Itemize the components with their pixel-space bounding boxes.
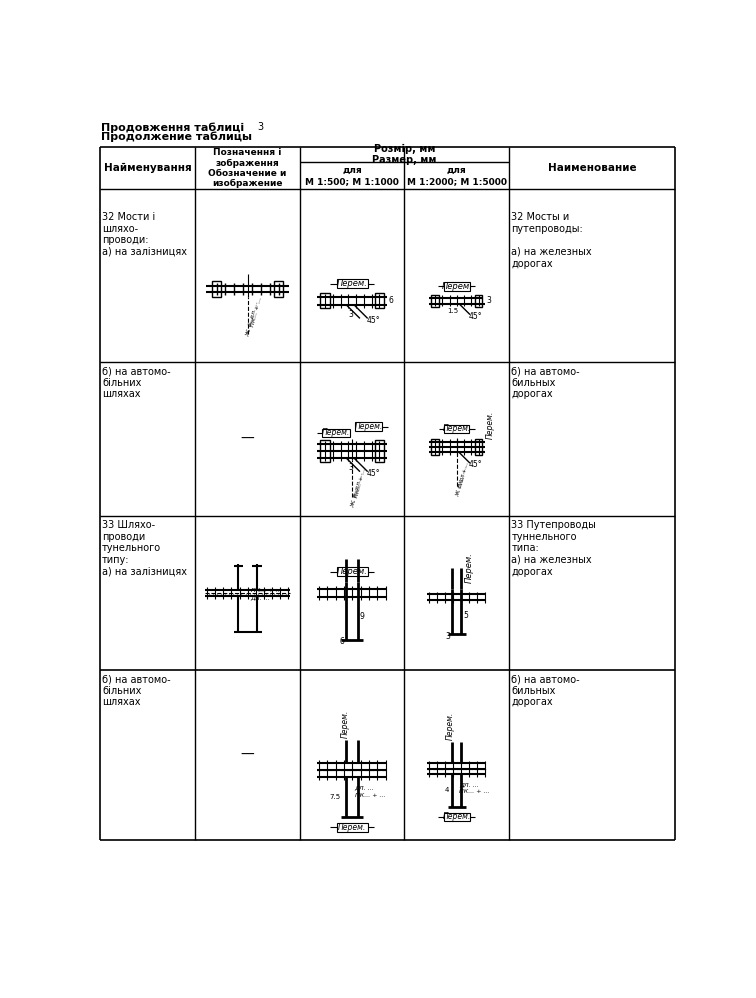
Bar: [336, 822, 367, 832]
Text: б: б: [339, 638, 345, 647]
Bar: [336, 567, 367, 577]
Bar: [336, 279, 367, 288]
Text: 3: 3: [446, 632, 451, 641]
Text: ПК... + ...: ПК... + ...: [458, 461, 470, 488]
Text: Ж. б. дл. ...: Ж. б. дл. ...: [245, 300, 259, 337]
Bar: [355, 422, 383, 431]
Text: ПК... + ...: ПК... + ...: [250, 296, 262, 327]
Text: ДЛ. ...: ДЛ. ...: [459, 781, 479, 786]
Text: Перем.: Перем.: [443, 424, 471, 433]
Text: ПК... + ...: ПК... + ...: [355, 793, 385, 798]
Text: 45°: 45°: [469, 460, 482, 469]
Text: Перем.: Перем.: [336, 567, 367, 576]
Text: ПК... + ...: ПК... + ...: [459, 789, 490, 794]
Text: —: —: [240, 748, 255, 762]
Bar: [444, 282, 470, 290]
Text: 33 Путепроводы
туннельного
типа:
а) на железных
дорогах: 33 Путепроводы туннельного типа: а) на ж…: [512, 520, 596, 577]
Text: 3: 3: [257, 123, 263, 133]
Bar: [375, 293, 384, 308]
Text: Наименование: Наименование: [548, 164, 637, 174]
Text: 5: 5: [463, 611, 468, 620]
Text: 7.5: 7.5: [330, 794, 340, 800]
Text: б) на автомо-
більних
шляхах: б) на автомо- більних шляхах: [102, 366, 171, 399]
Text: Перем.: Перем.: [465, 553, 473, 583]
Text: Найменування: Найменування: [104, 164, 191, 174]
Text: Перем.: Перем.: [443, 812, 471, 821]
Bar: [431, 438, 439, 455]
Text: ПК... + ...: ПК... + ...: [251, 589, 281, 594]
Text: ДЛ. ...: ДЛ. ...: [355, 784, 374, 789]
Bar: [375, 440, 384, 462]
Bar: [212, 281, 222, 296]
Text: Перем.: Перем.: [446, 713, 455, 741]
Text: 45°: 45°: [366, 469, 380, 478]
Bar: [321, 293, 330, 308]
Text: Ж. б. дл. ...: Ж. б. дл. ...: [454, 465, 468, 497]
Text: 32 Мосты и
путепроводы:

а) на железных
дорогах: 32 Мосты и путепроводы: а) на железных д…: [512, 213, 592, 268]
Text: ДЛ. ...: ДЛ. ...: [251, 595, 271, 600]
Text: Перем.: Перем.: [442, 282, 472, 291]
Text: б) на автомо-
бильных
дорогах: б) на автомо- бильных дорогах: [512, 366, 580, 399]
Text: 33 Шляхо-
проводи
тунельного
типу:
а) на залізницях: 33 Шляхо- проводи тунельного типу: а) на…: [102, 520, 187, 577]
Text: Позначення і
зображення
Обозначение и
изображение: Позначення і зображення Обозначение и из…: [209, 148, 287, 189]
Text: Перем.: Перем.: [355, 422, 383, 431]
Bar: [475, 294, 482, 306]
Text: Перем.: Перем.: [340, 710, 349, 739]
Text: 1.5: 1.5: [448, 307, 458, 313]
Text: Продолжение таблицы: Продолжение таблицы: [101, 132, 253, 142]
Text: Перем.: Перем.: [338, 823, 367, 832]
Text: Розмір, мм
Размер, мм: Розмір, мм Размер, мм: [372, 144, 437, 166]
Text: 45°: 45°: [366, 316, 380, 325]
Text: б) на автомо-
більних
шляхах: б) на автомо- більних шляхах: [102, 675, 171, 708]
Bar: [322, 428, 350, 437]
Bar: [475, 438, 482, 455]
Text: —: —: [240, 432, 255, 446]
Bar: [431, 294, 439, 306]
Text: 32 Мости і
шляхо-
проводи:
а) на залізницях: 32 Мости і шляхо- проводи: а) на залізни…: [102, 213, 187, 256]
Bar: [321, 440, 330, 462]
Text: 3: 3: [348, 310, 353, 319]
Text: для
М 1:500; М 1:1000: для М 1:500; М 1:1000: [305, 167, 399, 186]
Text: Ж. б. дл. ...: Ж. б. дл. ...: [350, 471, 364, 508]
Text: 9: 9: [360, 612, 365, 621]
Text: Продовження таблиці: Продовження таблиці: [101, 122, 245, 133]
Text: Перем.: Перем.: [486, 411, 495, 439]
Bar: [444, 812, 470, 821]
Text: 6: 6: [389, 296, 393, 305]
Text: 4: 4: [445, 787, 449, 793]
Bar: [445, 425, 469, 433]
Bar: [274, 281, 284, 296]
Text: Перем.: Перем.: [336, 279, 367, 288]
Text: 45°: 45°: [469, 311, 482, 320]
Text: ПК... + ...: ПК... + ...: [355, 468, 367, 499]
Text: б) на автомо-
бильных
дорогах: б) на автомо- бильных дорогах: [512, 675, 580, 708]
Text: 3: 3: [486, 296, 491, 305]
Text: 3: 3: [348, 463, 353, 472]
Text: Перем.: Перем.: [322, 428, 350, 437]
Text: для
М 1:2000; М 1:5000: для М 1:2000; М 1:5000: [407, 167, 507, 186]
